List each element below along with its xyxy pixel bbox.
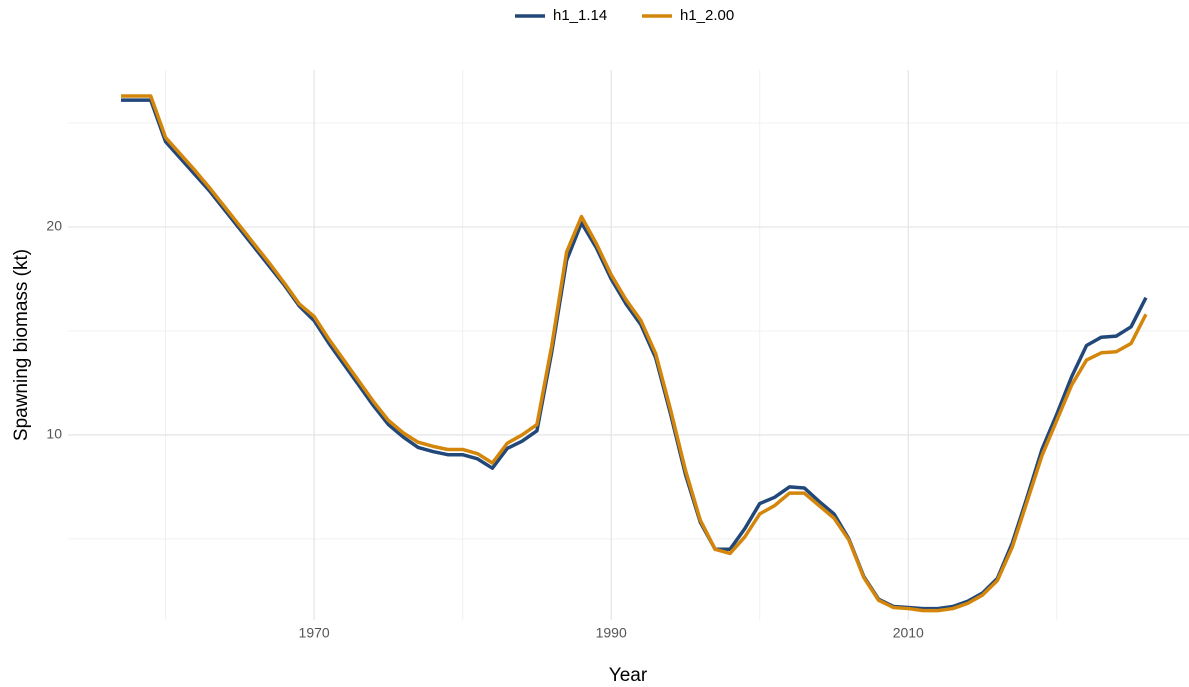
series-line — [121, 94, 1148, 613]
y-tick-label: 10 — [46, 426, 62, 442]
x-axis-title: Year — [609, 665, 648, 686]
legend-label: h1_1.14 — [553, 7, 607, 24]
x-tick-label: 2010 — [893, 625, 924, 641]
legend-label: h1_2.00 — [680, 7, 734, 24]
series-line — [121, 98, 1148, 611]
x-tick-label: 1970 — [299, 625, 330, 641]
y-axis-title: Spawning biomass (kt) — [11, 249, 32, 441]
y-tick-label: 20 — [46, 218, 62, 234]
x-tick-label: 1990 — [596, 625, 627, 641]
